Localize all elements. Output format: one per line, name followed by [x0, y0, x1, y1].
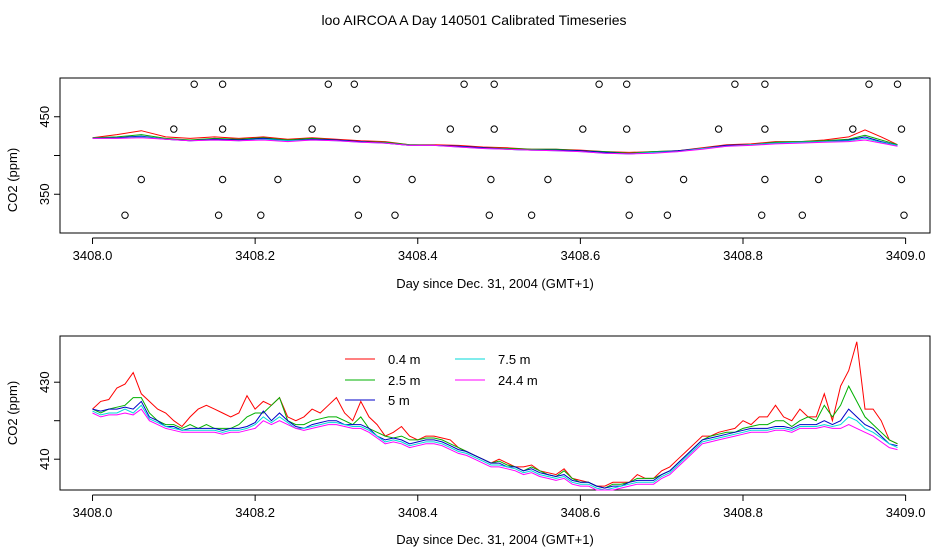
bot-series-line-4 [92, 408, 898, 491]
top-plot-frame [59, 77, 931, 234]
legend-item-label: 5 m [388, 393, 410, 408]
data-point [353, 175, 361, 184]
bot-y-tick-label: 430 [37, 371, 52, 393]
bottom-series-group [92, 341, 898, 491]
bot-x-tick-label: 3408.6 [560, 505, 600, 520]
top-x-tick-label: 3408.4 [398, 248, 438, 263]
top-x-axis: 3408.0 3408.2 3408.4 3408.6 3408.8 3409.0 [73, 237, 926, 263]
data-point [446, 125, 454, 133]
data-point [897, 175, 906, 184]
data-point [324, 80, 332, 88]
data-point [595, 80, 603, 88]
top-points-group [121, 80, 908, 219]
data-point [391, 211, 399, 219]
top-panel: 3408.0 3408.2 3408.4 3408.6 3408.8 3409.0 350… [5, 77, 931, 291]
data-point [849, 125, 857, 133]
data-point [218, 125, 227, 133]
data-point [761, 80, 769, 88]
data-point [485, 211, 493, 219]
bottom-x-axis-label: Day since Dec. 31, 2004 (GMT+1) [396, 532, 594, 547]
top-y-axis: 350 450 [37, 106, 61, 205]
top-y-tick-label: 450 [37, 106, 52, 128]
top-y-axis-label: CO2 (ppm) [5, 148, 20, 212]
bot-series-line-1 [92, 384, 898, 489]
bot-series-line-2 [92, 400, 898, 489]
data-point [170, 125, 178, 133]
top-series-line-1 [92, 134, 898, 154]
bot-series-line-0 [92, 341, 898, 487]
data-point [137, 175, 146, 184]
top-series-group [92, 129, 898, 155]
top-x-tick-label: 3408.0 [73, 248, 113, 263]
legend-item-label: 0.4 m [388, 352, 421, 367]
data-point [625, 211, 633, 219]
bot-x-tick-label: 3408.8 [723, 505, 763, 520]
data-point [900, 211, 908, 219]
data-point [487, 175, 495, 184]
data-point [761, 175, 769, 184]
bot-series-line-3 [92, 404, 898, 491]
bot-x-tick-label: 3408.0 [73, 505, 113, 520]
bot-x-tick-label: 3408.4 [398, 505, 438, 520]
bot-x-tick-label: 3408.2 [235, 505, 275, 520]
bottom-x-axis: 3408.0 3408.2 3408.4 3408.6 3408.8 3409.0 [73, 494, 926, 520]
data-point [218, 80, 227, 88]
data-point [218, 175, 227, 184]
bot-y-tick-label: 410 [37, 448, 52, 470]
data-point [625, 175, 633, 184]
data-point [353, 125, 361, 133]
top-x-tick-label: 3408.2 [235, 248, 275, 263]
data-point [761, 125, 769, 133]
data-point [897, 125, 906, 133]
data-point [623, 80, 631, 88]
data-point [714, 125, 723, 133]
top-y-tick-label: 350 [37, 183, 52, 205]
legend-item-label: 24.4 m [498, 373, 538, 388]
data-point [623, 125, 631, 133]
top-x-axis-label: Day since Dec. 31, 2004 (GMT+1) [396, 276, 594, 291]
bot-x-tick-label: 3409.0 [886, 505, 926, 520]
data-point [527, 211, 536, 219]
bottom-y-axis-label: CO2 (ppm) [5, 381, 20, 445]
data-point [350, 80, 358, 88]
data-point [579, 125, 587, 133]
data-point [490, 125, 498, 133]
data-point [354, 211, 363, 219]
bottom-panel: 3408.0 3408.2 3408.4 3408.6 3408.8 3409.0 410… [5, 335, 931, 547]
data-point [798, 211, 806, 219]
bottom-y-axis: 410 430 [37, 371, 61, 470]
data-point [490, 80, 498, 88]
legend-item-label: 7.5 m [498, 352, 531, 367]
legend-item-label: 2.5 m [388, 373, 421, 388]
data-point [731, 80, 739, 88]
data-point [308, 125, 316, 133]
data-point [663, 211, 672, 219]
data-point [814, 175, 823, 184]
top-x-tick-label: 3408.6 [560, 248, 600, 263]
chart-title: loo AIRCOA A Day 140501 Calibrated Times… [321, 12, 626, 28]
data-point [865, 80, 873, 88]
legend: 0.4 m 2.5 m 5 m 7.5 m 24.4 m [345, 352, 538, 408]
data-point [274, 175, 282, 184]
data-point [190, 80, 198, 88]
data-point [893, 80, 902, 88]
top-series-line-4 [92, 137, 898, 155]
data-point [679, 175, 688, 184]
data-point [758, 211, 766, 219]
data-point [460, 80, 468, 88]
data-point [408, 175, 416, 184]
top-x-tick-label: 3409.0 [886, 248, 926, 263]
data-point [544, 175, 552, 184]
data-point [257, 211, 265, 219]
data-point [121, 211, 129, 219]
data-point [214, 211, 223, 219]
top-x-tick-label: 3408.8 [723, 248, 763, 263]
